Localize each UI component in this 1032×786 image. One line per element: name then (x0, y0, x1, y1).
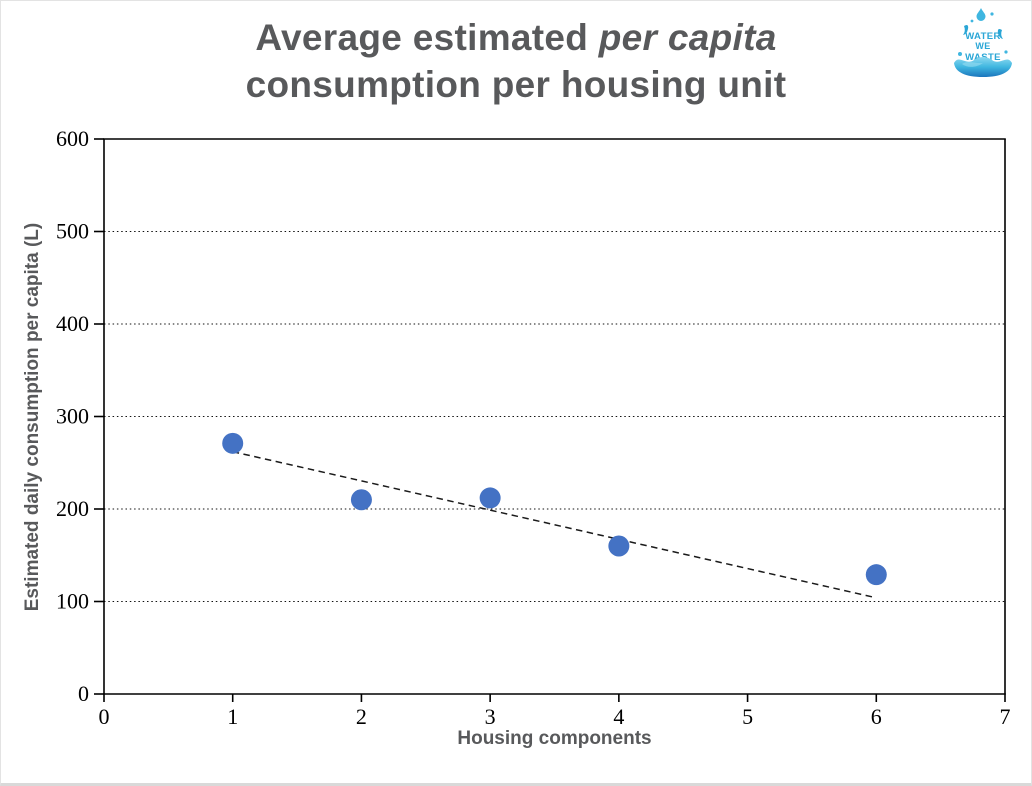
y-tick-label-100: 100 (56, 589, 89, 614)
y-tick-label-300: 300 (56, 404, 89, 429)
data-point-x2 (350, 489, 372, 511)
x-tick-label-5: 5 (742, 704, 753, 729)
logo-word-we: WE (975, 41, 990, 51)
y-tick-label-500: 500 (56, 219, 89, 244)
data-point-x6 (865, 564, 887, 586)
logo-word-water: WATER (965, 31, 1001, 42)
chart-title-line1-regular: Average estimated (255, 17, 589, 58)
data-point-x4 (608, 535, 630, 557)
data-point-x3 (479, 487, 501, 509)
logo-droplet (958, 52, 962, 56)
x-tick-label-7: 7 (1000, 704, 1011, 729)
logo-droplet (1004, 50, 1008, 54)
chart-title-line2: consumption per housing unit (245, 63, 787, 105)
x-tick-label-3: 3 (485, 704, 496, 729)
logo-droplet (990, 12, 994, 16)
logo-splash-highlight (962, 62, 983, 67)
trendline (232, 450, 877, 599)
x-axis-title: Housing components (457, 728, 652, 749)
x-tick-label-4: 4 (613, 704, 624, 729)
y-tick-label-400: 400 (56, 311, 89, 336)
y-tick-label-0: 0 (78, 681, 89, 706)
x-tick-label-2: 2 (356, 704, 367, 729)
y-tick-label-200: 200 (56, 496, 89, 521)
y-axis-title: Estimated daily consumption per capita (… (22, 222, 43, 612)
chart-title-line1-italic: per capita (598, 17, 777, 58)
x-tick-label-1: 1 (227, 704, 238, 729)
x-tick-label-0: 0 (99, 704, 110, 729)
water-we-waste-logo: WATER WE WASTE (954, 8, 1012, 77)
logo-droplet (970, 19, 974, 23)
x-tick-label-6: 6 (871, 704, 882, 729)
data-point-x1 (222, 432, 244, 454)
chart-title-line1: Average estimated per capita (1, 15, 1031, 62)
y-tick-label-600: 600 (56, 126, 89, 151)
logo-splash (954, 57, 1012, 77)
logo-swirl-left (963, 25, 969, 35)
logo-swirl-right (997, 29, 1003, 39)
logo-top-droplet (976, 8, 986, 22)
chart-title: Average estimated per capita consumption… (1, 15, 1031, 108)
